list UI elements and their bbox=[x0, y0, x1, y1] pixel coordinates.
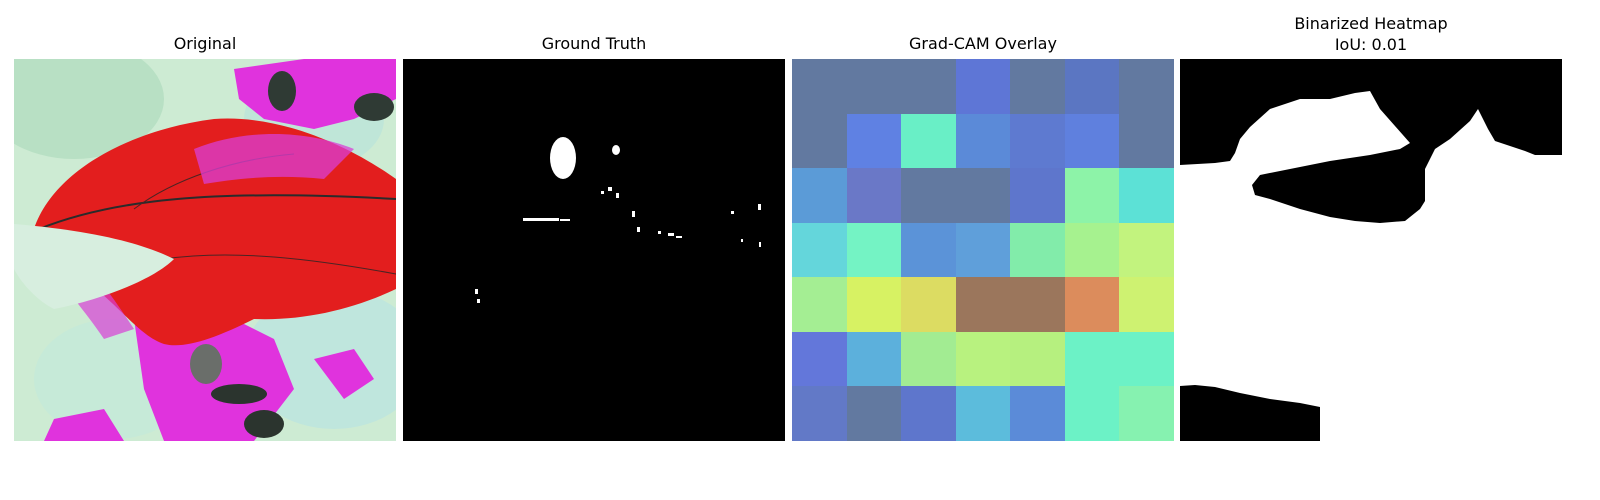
panel-original: Original bbox=[14, 0, 396, 500]
gradcam-cell bbox=[956, 59, 1010, 114]
panel-ground-truth: Ground Truth bbox=[403, 0, 785, 500]
gradcam-cell bbox=[1065, 59, 1119, 114]
gradcam-cell bbox=[1065, 386, 1119, 441]
gradcam-cell bbox=[847, 114, 901, 168]
gradcam-cell bbox=[956, 332, 1010, 386]
gradcam-cell bbox=[847, 277, 901, 332]
gradcam-cell bbox=[956, 386, 1010, 441]
gradcam-cell bbox=[847, 59, 901, 114]
gradcam-cell bbox=[1010, 59, 1065, 114]
gradcam-cell bbox=[901, 168, 956, 223]
gradcam-cell bbox=[956, 114, 1010, 168]
gradcam-cell bbox=[1010, 386, 1065, 441]
gradcam-cell bbox=[1065, 114, 1119, 168]
gradcam-cell bbox=[1010, 168, 1065, 223]
gradcam-cell bbox=[1119, 223, 1174, 277]
binarized-heatmap-mask bbox=[1180, 59, 1562, 441]
panel-title-original: Original bbox=[173, 34, 237, 53]
gradcam-cell bbox=[956, 223, 1010, 277]
gradcam-cell bbox=[1065, 168, 1119, 223]
gradcam-cell bbox=[901, 332, 956, 386]
gradcam-cell bbox=[792, 114, 847, 168]
gradcam-cell bbox=[1119, 59, 1174, 114]
gradcam-cell bbox=[901, 277, 956, 332]
gradcam-cell bbox=[792, 386, 847, 441]
gradcam-overlay-image bbox=[792, 59, 1174, 441]
iou-label: IoU: 0.01 bbox=[1334, 35, 1408, 54]
gradcam-cell bbox=[792, 168, 847, 223]
gradcam-cell bbox=[1010, 114, 1065, 168]
panel-title-binarized: Binarized Heatmap bbox=[1294, 14, 1448, 33]
gradcam-cell bbox=[901, 386, 956, 441]
gradcam-cell bbox=[901, 114, 956, 168]
gradcam-cell bbox=[1119, 168, 1174, 223]
panel-gradcam-overlay: Grad-CAM Overlay bbox=[792, 0, 1174, 500]
gradcam-cell bbox=[792, 223, 847, 277]
gradcam-cell bbox=[792, 332, 847, 386]
gradcam-cell bbox=[847, 223, 901, 277]
gradcam-cell bbox=[1119, 277, 1174, 332]
original-image bbox=[14, 59, 396, 441]
gradcam-cell bbox=[1010, 332, 1065, 386]
gradcam-cell bbox=[847, 386, 901, 441]
panel-binarized-heatmap: Binarized Heatmap IoU: 0.01 bbox=[1180, 0, 1562, 500]
gradcam-cell bbox=[1010, 223, 1065, 277]
gradcam-cell bbox=[901, 223, 956, 277]
gradcam-cell bbox=[1119, 114, 1174, 168]
gradcam-cell bbox=[792, 59, 847, 114]
gradcam-cell bbox=[792, 277, 847, 332]
ground-truth-mask bbox=[403, 59, 785, 441]
panel-title-ground-truth: Ground Truth bbox=[541, 34, 647, 53]
panel-title-gradcam: Grad-CAM Overlay bbox=[909, 34, 1057, 53]
gradcam-cell bbox=[1119, 386, 1174, 441]
gradcam-cell bbox=[901, 59, 956, 114]
gradcam-cell bbox=[1119, 332, 1174, 386]
gradcam-cell bbox=[847, 332, 901, 386]
gradcam-cell bbox=[1065, 332, 1119, 386]
gradcam-cell bbox=[1065, 277, 1119, 332]
gradcam-cell bbox=[956, 168, 1010, 223]
gradcam-cell bbox=[1065, 223, 1119, 277]
gradcam-cell bbox=[956, 277, 1010, 332]
gradcam-cell bbox=[1010, 277, 1065, 332]
gradcam-cell bbox=[847, 168, 901, 223]
